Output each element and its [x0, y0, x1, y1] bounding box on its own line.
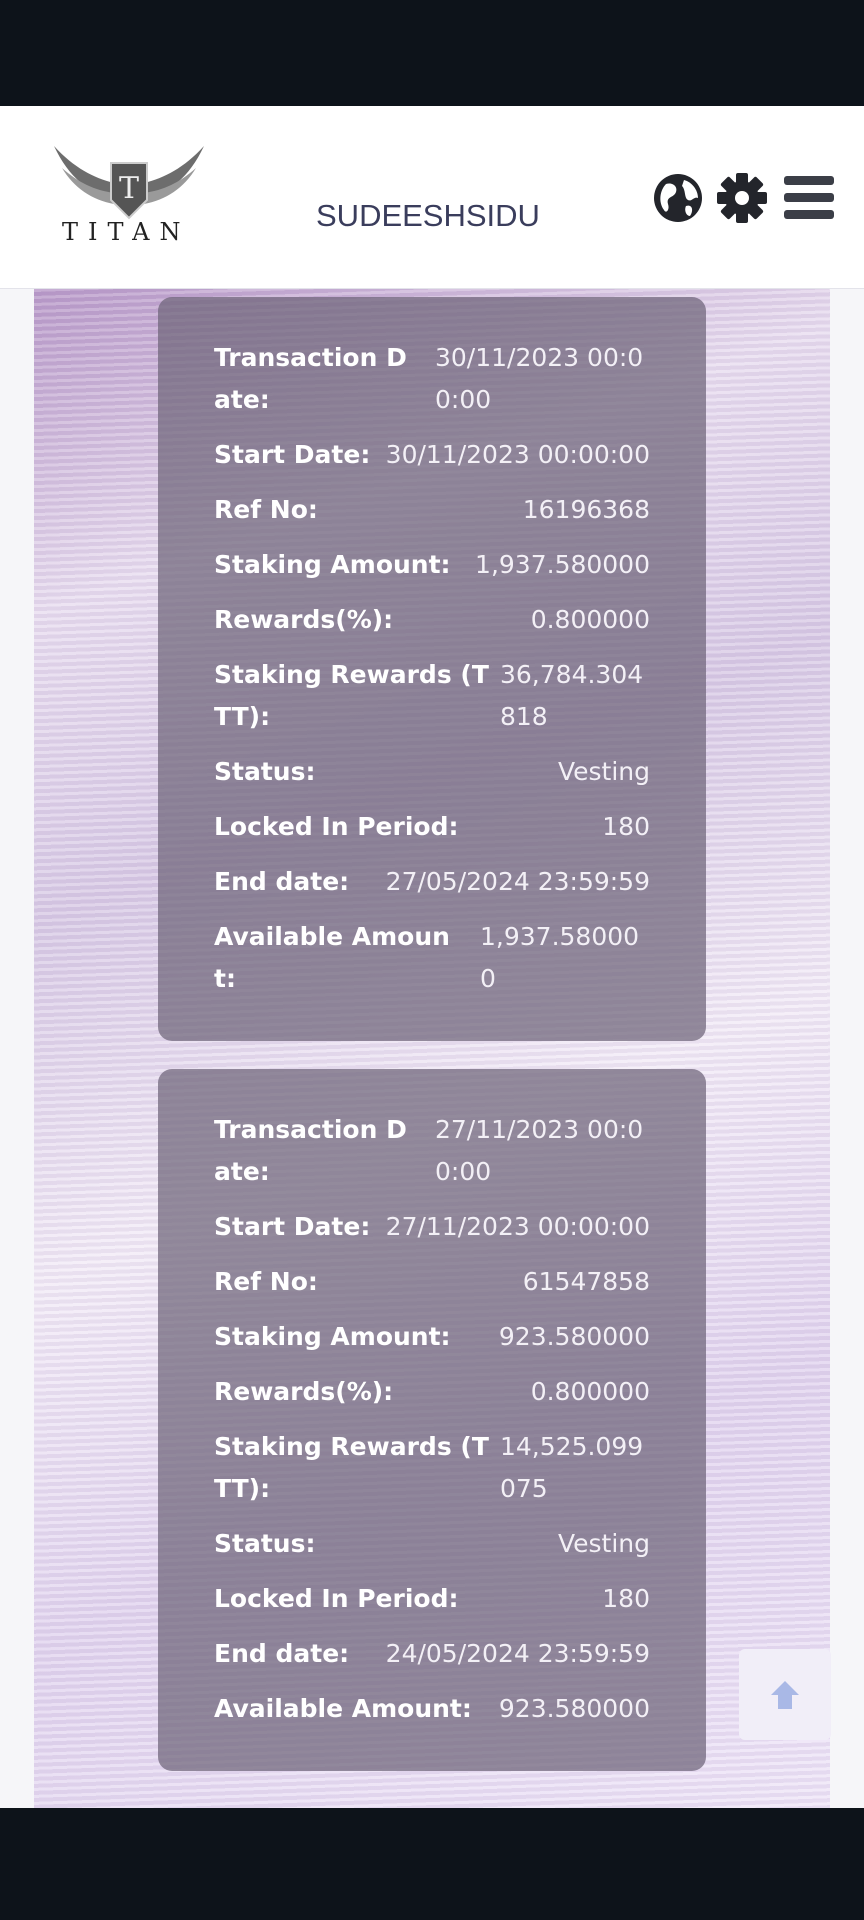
row-end-date: End date: 24/05/2024 23:59:59 — [214, 1639, 650, 1668]
row-start-date: Start Date: 30/11/2023 00:00:00 — [214, 440, 650, 469]
row-ref-no: Ref No: 16196368 — [214, 495, 650, 524]
staking-card: Transaction Date: 27/11/2023 00:00:00 Sta… — [158, 1069, 706, 1771]
row-staking-amount: Staking Amount: 1,937.580000 — [214, 550, 650, 579]
staking-card: Transaction Date: 30/11/2023 00:00:00 Sta… — [158, 297, 706, 1041]
row-status: Status: Vesting — [214, 1523, 650, 1565]
svg-text:T: T — [119, 171, 139, 206]
row-transaction-date: Transaction Date: 30/11/2023 00:00:00 — [214, 343, 644, 414]
status-badge: Vesting — [557, 1529, 650, 1558]
row-locked-period: Locked In Period: 180 — [214, 812, 650, 841]
content-area: Transaction Date: 30/11/2023 00:00:00 Sta… — [0, 289, 864, 1808]
gear-icon[interactable] — [716, 172, 768, 224]
row-available-amount: Available Amount: 1,937.580000 — [214, 922, 640, 993]
titan-logo[interactable]: T — [44, 138, 214, 248]
app-header: T TITAN SUDEESHSIDU — [0, 106, 864, 289]
globe-icon[interactable] — [652, 172, 704, 224]
row-rewards-percent: Rewards(%): 0.800000 — [214, 605, 650, 634]
hamburger-menu-icon[interactable] — [782, 172, 836, 224]
row-available-amount: Available Amount: 923.580000 — [214, 1694, 650, 1723]
username: SUDEESHSIDU — [316, 198, 540, 233]
row-locked-period: Locked In Period: 180 — [214, 1584, 650, 1613]
row-status: Status: Vesting — [214, 751, 650, 793]
row-ref-no: Ref No: 61547858 — [214, 1267, 650, 1296]
arrow-up-icon — [771, 1680, 799, 1709]
row-staking-amount: Staking Amount: 923.580000 — [214, 1322, 650, 1351]
navigation-bar — [0, 1808, 864, 1920]
status-bar — [0, 0, 864, 106]
row-end-date: End date: 27/05/2024 23:59:59 — [214, 867, 650, 896]
row-rewards-percent: Rewards(%): 0.800000 — [214, 1377, 650, 1406]
row-transaction-date: Transaction Date: 27/11/2023 00:00:00 — [214, 1115, 644, 1186]
logo-text: TITAN — [62, 218, 191, 246]
row-staking-rewards: Staking Rewards (TTT): 14,525.099075 — [214, 1432, 644, 1503]
row-staking-rewards: Staking Rewards (TTT): 36,784.304818 — [214, 660, 644, 731]
row-start-date: Start Date: 27/11/2023 00:00:00 — [214, 1212, 650, 1241]
scroll-to-top-button[interactable] — [739, 1649, 831, 1740]
status-badge: Vesting — [557, 757, 650, 786]
background-panel: Transaction Date: 30/11/2023 00:00:00 Sta… — [34, 289, 830, 1808]
